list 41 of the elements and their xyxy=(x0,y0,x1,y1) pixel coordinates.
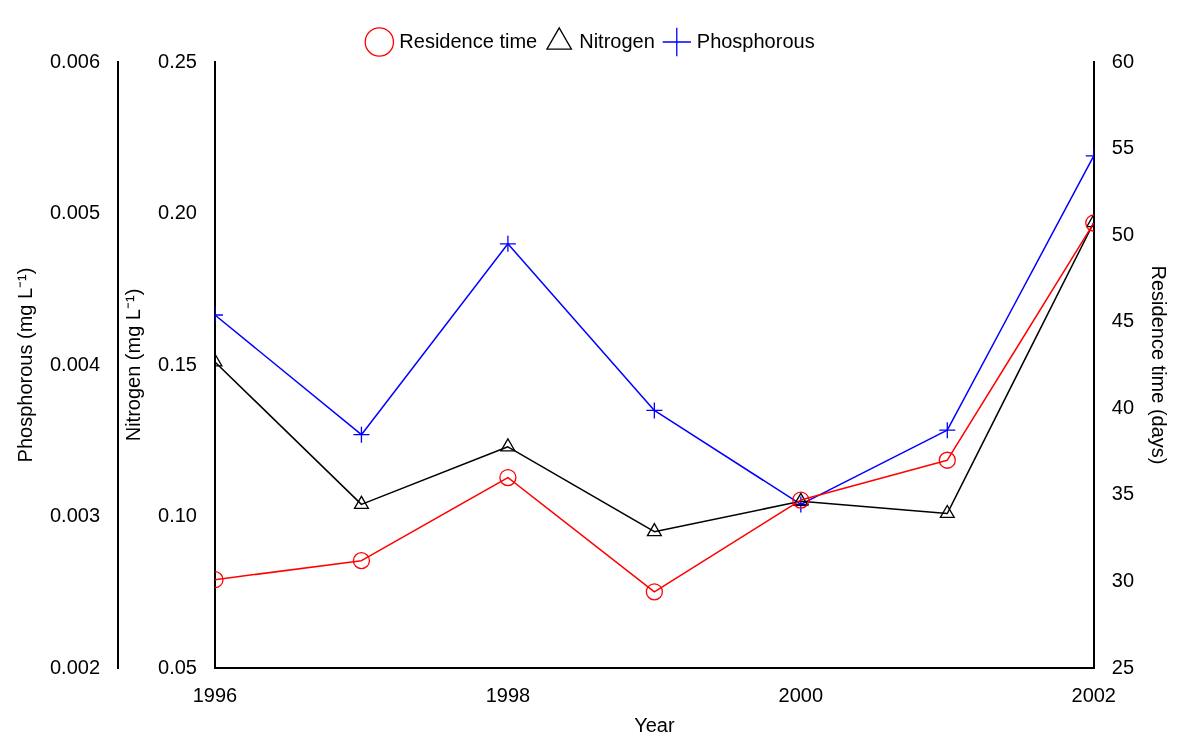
y2-tick-label: 35 xyxy=(1111,482,1134,505)
x-tick-label: 2000 xyxy=(778,683,824,706)
y3-tick-label: 0.006 xyxy=(49,49,101,72)
x-tick-label: 1996 xyxy=(192,683,238,706)
x-tick-label: 1998 xyxy=(485,683,531,706)
x-axis-title: Year xyxy=(634,713,675,736)
y-tick-label: 0.25 xyxy=(158,49,197,72)
legend-label: Phosphorous xyxy=(696,29,815,52)
point xyxy=(645,401,664,420)
point xyxy=(646,523,662,537)
y-tick-label: 0.15 xyxy=(158,352,197,375)
y2-tick-label: 50 xyxy=(1111,222,1134,245)
legend-label: Residence time xyxy=(399,29,538,52)
point xyxy=(939,504,955,519)
y-tick-label: 0.20 xyxy=(158,201,197,224)
y2-tick-label: 40 xyxy=(1111,395,1134,418)
legend-label: Nitrogen xyxy=(579,29,655,52)
point xyxy=(500,438,516,452)
y-axis-title: Nitrogen (mg L⁻¹) xyxy=(121,288,144,442)
y3-tick-label: 0.005 xyxy=(49,201,101,224)
y2-tick-label: 25 xyxy=(1111,655,1134,678)
y2-tick-label: 55 xyxy=(1111,136,1134,159)
point xyxy=(938,421,956,439)
point xyxy=(645,583,664,601)
y3-tick-label: 0.002 xyxy=(49,655,101,678)
y2-axis-title: Residence time (days) xyxy=(1148,265,1171,465)
x-tick-label: 2002 xyxy=(1071,683,1116,706)
y3-axis-title: Phosphorous (mg L⁻¹) xyxy=(13,267,36,463)
point xyxy=(499,468,517,487)
point xyxy=(352,552,371,570)
point xyxy=(499,235,517,253)
y2-tick-label: 60 xyxy=(1111,49,1134,72)
point xyxy=(353,495,370,510)
y3-tick-label: 0.003 xyxy=(49,504,101,527)
y2-tick-label: 30 xyxy=(1111,568,1134,591)
point xyxy=(938,451,956,469)
y3-tick-label: 0.004 xyxy=(49,352,101,375)
y-tick-label: 0.10 xyxy=(158,504,197,527)
y2-tick-label: 45 xyxy=(1111,309,1134,332)
y-tick-label: 0.05 xyxy=(158,655,197,678)
point xyxy=(352,426,371,444)
